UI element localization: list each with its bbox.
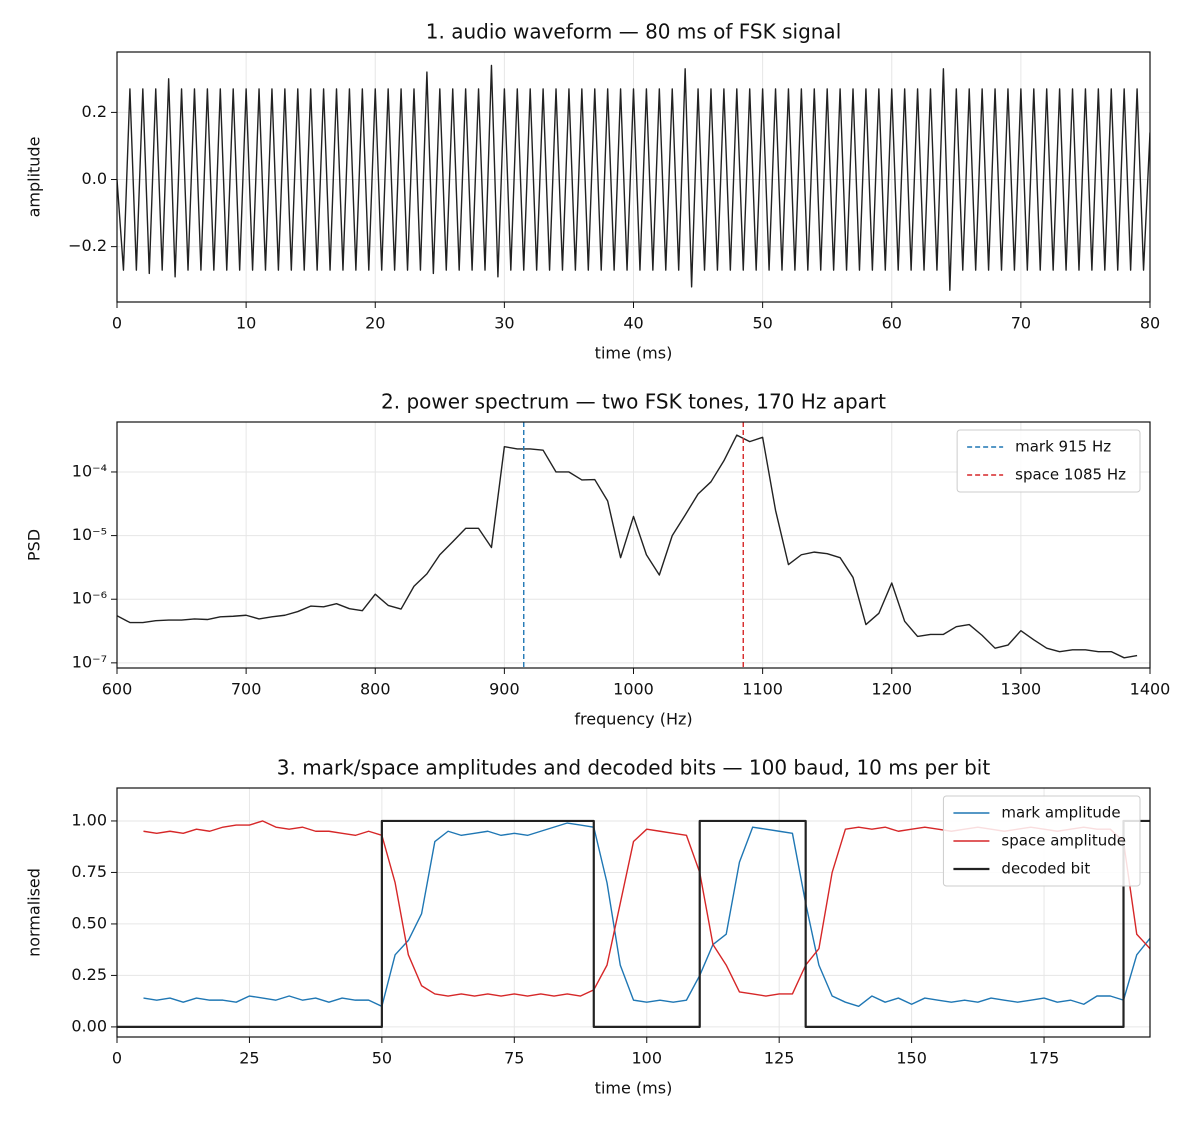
y-tick-label: 0.25 <box>71 965 107 984</box>
x-tick-label: 1200 <box>871 680 912 699</box>
x-tick-label: 600 <box>102 680 133 699</box>
legend-box <box>942 795 1141 887</box>
x-tick-label: 1100 <box>742 680 783 699</box>
y-tick-label: 10⁻⁵ <box>72 525 107 544</box>
x-tick-label: 1300 <box>1001 680 1042 699</box>
x-tick-label: 150 <box>896 1049 927 1068</box>
x-tick-label: 10 <box>236 314 256 333</box>
x-tick-label: 75 <box>504 1049 524 1068</box>
y-tick-label: 0.75 <box>71 862 107 881</box>
panel-title: 1. audio waveform — 80 ms of FSK signal <box>426 20 842 44</box>
x-tick-label: 1000 <box>613 680 654 699</box>
x-tick-label: 1400 <box>1130 680 1171 699</box>
y-tick-label: 10⁻⁴ <box>72 461 107 480</box>
y-tick-label: 1.00 <box>71 810 107 829</box>
panel-title: 3. mark/space amplitudes and decoded bit… <box>277 756 991 780</box>
x-tick-label: 25 <box>239 1049 259 1068</box>
legend-label: decoded bit <box>1001 860 1090 878</box>
x-axis-label: time (ms) <box>595 344 673 363</box>
y-axis-label: PSD <box>25 529 44 561</box>
signal-line <box>117 434 1138 659</box>
axes-frame <box>116 51 1151 303</box>
legend-label: space amplitude <box>1001 832 1126 850</box>
legend-label: space 1085 Hz <box>1015 466 1126 484</box>
x-tick-label: 125 <box>764 1049 795 1068</box>
y-tick-label: 0.50 <box>71 913 107 932</box>
plot-area <box>117 422 1138 668</box>
series-line <box>143 822 1150 1008</box>
x-tick-label: 40 <box>623 314 643 333</box>
signal-line <box>117 64 1150 291</box>
x-tick-label: 30 <box>494 314 514 333</box>
y-tick-label: −0.2 <box>68 236 107 255</box>
x-tick-label: 60 <box>882 314 902 333</box>
x-tick-label: 80 <box>1140 314 1160 333</box>
y-tick-label: 0.0 <box>82 169 107 188</box>
legend: mark 915 Hz space 1085 Hz <box>956 429 1141 493</box>
x-tick-label: 900 <box>489 680 520 699</box>
axes-frame <box>116 787 1151 1038</box>
x-axis-label: frequency (Hz) <box>574 710 692 729</box>
x-axis-label: time (ms) <box>595 1079 673 1098</box>
legend-label: mark 915 Hz <box>1015 438 1111 456</box>
x-tick-label: 20 <box>365 314 385 333</box>
panel: 600 700 800 900 1000 1100 1200 1300 1400 10⁻⁷ 10⁻⁶… <box>25 390 1171 729</box>
y-tick-label: 10⁻⁶ <box>72 589 107 608</box>
y-tick-label: 0.00 <box>71 1016 107 1035</box>
x-tick-label: 100 <box>631 1049 662 1068</box>
axes-frame <box>116 421 1151 669</box>
panel: 0 25 50 75 100 125 150 175 0.00 0.25 0.50 0.75 1.00 3… <box>25 756 1151 1098</box>
plot-area <box>117 64 1150 291</box>
series-line <box>117 819 1150 1029</box>
y-tick-label: 10⁻⁷ <box>72 652 107 671</box>
panel-title: 2. power spectrum — two FSK tones, 170 H… <box>381 390 886 414</box>
panel: 0 10 20 30 40 50 60 70 80 −0.2 0.0 0.2 1. audio wave… <box>25 20 1161 363</box>
legend: mark amplitude space amplitude decoded bit <box>942 795 1141 887</box>
y-axis-label: amplitude <box>25 137 44 218</box>
legend-box <box>956 429 1141 493</box>
y-axis-label: normalised <box>25 868 44 957</box>
x-tick-label: 70 <box>1011 314 1031 333</box>
y-tick-label: 0.2 <box>82 102 107 121</box>
x-tick-label: 50 <box>752 314 772 333</box>
x-tick-label: 700 <box>231 680 262 699</box>
x-tick-label: 800 <box>360 680 391 699</box>
x-tick-label: 50 <box>372 1049 392 1068</box>
x-tick-label: 0 <box>112 314 122 333</box>
x-tick-label: 0 <box>112 1049 122 1068</box>
x-tick-label: 175 <box>1029 1049 1060 1068</box>
legend-label: mark amplitude <box>1001 804 1120 822</box>
